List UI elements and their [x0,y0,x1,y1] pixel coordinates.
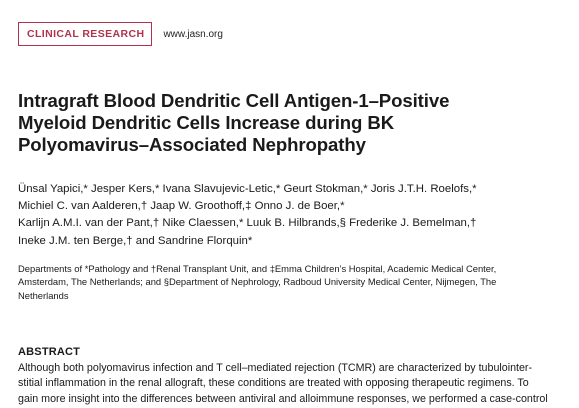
abstract-line: Although both polyomavirus infection and… [18,362,533,374]
affiliation-line: Netherlands [18,289,69,301]
section-badge: CLINICAL RESEARCH [18,22,153,46]
author-list: Ünsal Yapici,* Jesper Kers,* Ivana Slavu… [18,181,574,250]
article-header: CLINICAL RESEARCH www.jasn.org [18,22,223,46]
journal-url[interactable]: www.jasn.org [163,28,223,40]
title-line: Polyomavirus–Associated Nephropathy [18,134,366,155]
title-line: Myeloid Dendritic Cells Increase during … [18,112,395,133]
title-line: Intragraft Blood Dendritic Cell Antigen-… [18,90,450,111]
author-line: Karlijn A.M.I. van der Pant,† Nike Claes… [18,217,477,230]
affiliations: Departments of *Pathology and †Renal Tra… [18,262,574,302]
author-line: Ünsal Yapici,* Jesper Kers,* Ivana Slavu… [18,183,477,195]
affiliation-line: Departments of *Pathology and †Renal Tra… [18,263,497,274]
abstract-heading: ABSTRACT [18,346,81,358]
author-line: Michiel C. van Aalderen,† Jaap W. Grooth… [18,200,345,213]
affiliation-line: Amsterdam, The Netherlands; and §Departm… [18,276,497,288]
abstract-line: gain more insight into the differences b… [18,392,548,405]
article-title: Intragraft Blood Dendritic Cell Antigen-… [18,90,568,156]
author-line: Ineke J.M. ten Berge,† and Sandrine Flor… [18,234,253,247]
abstract-body: Although both polyomavirus infection and… [18,361,574,407]
abstract-line: stitial inflammation in the renal allogr… [18,377,529,390]
